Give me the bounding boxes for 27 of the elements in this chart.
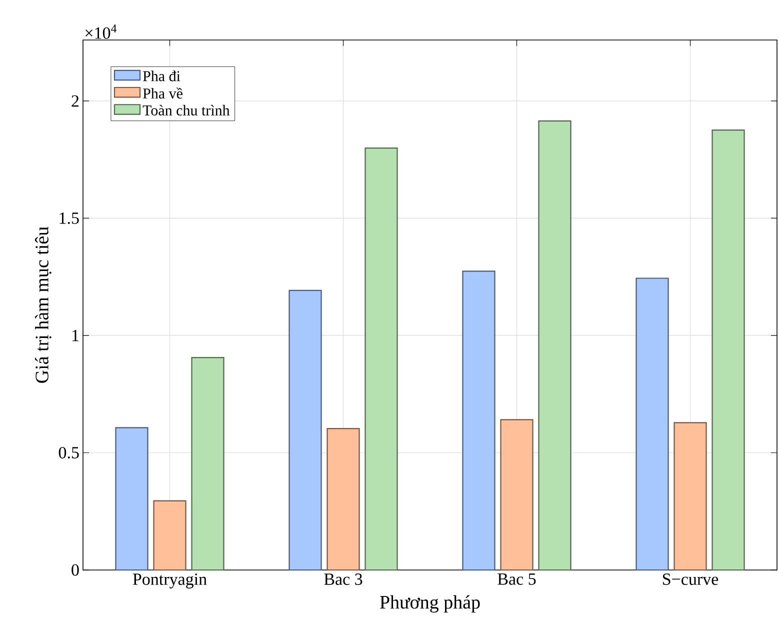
bar [326, 428, 360, 571]
bar [462, 270, 496, 571]
bar [288, 290, 322, 571]
legend-label: Pha đi [142, 70, 180, 82]
bar [636, 278, 669, 571]
bar [500, 419, 534, 571]
x-tick-label: Bac 3 [324, 574, 362, 585]
bar [674, 422, 707, 571]
bar [115, 427, 148, 571]
y-axis-title: Giá trị hàm mục tiêu [35, 226, 52, 383]
y-tick-label: 2 [72, 95, 79, 107]
bar [538, 120, 572, 571]
x-tick-label: S−curve [663, 574, 718, 585]
legend-label: Pha về [142, 88, 182, 99]
y-tick-label: 1 [72, 330, 78, 342]
bar [191, 356, 224, 571]
x-axis-title: Phương pháp [380, 595, 480, 613]
legend-label: Toàn chu trình [142, 104, 230, 116]
y-tick-label: 0.5 [58, 446, 79, 459]
text: ×10$^{4}$ [86, 24, 117, 39]
y-tick-label: 1.5 [60, 212, 79, 224]
y-tick-label: 0 [72, 564, 79, 576]
bar [153, 500, 186, 571]
bar [364, 148, 398, 571]
bar [712, 129, 745, 571]
x-tick-label: Pontryagin [132, 574, 207, 588]
x-tick-label: Bac 5 [498, 574, 536, 585]
